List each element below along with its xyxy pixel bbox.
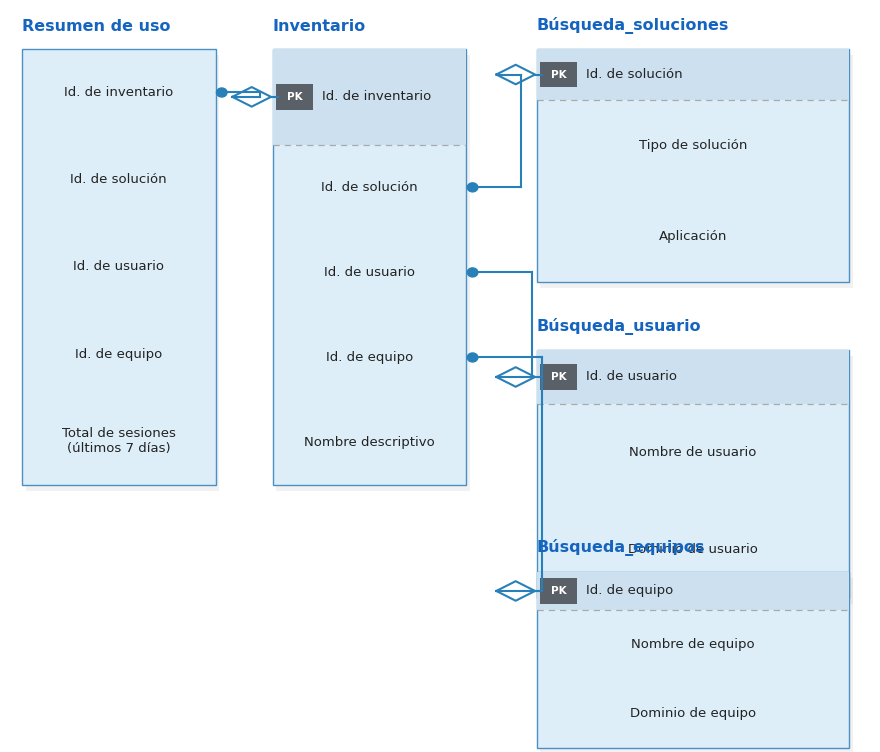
Text: Nombre de equipo: Nombre de equipo — [631, 638, 755, 651]
Circle shape — [467, 183, 478, 192]
Text: Total de sesiones
(últimos 7 días): Total de sesiones (últimos 7 días) — [62, 427, 176, 456]
Text: Id. de usuario: Id. de usuario — [586, 371, 677, 384]
FancyBboxPatch shape — [540, 62, 577, 87]
FancyBboxPatch shape — [537, 49, 849, 282]
Text: Búsqueda_soluciones: Búsqueda_soluciones — [537, 17, 730, 34]
Circle shape — [467, 268, 478, 277]
Text: Id. de solución: Id. de solución — [586, 68, 683, 81]
Circle shape — [467, 353, 478, 362]
FancyBboxPatch shape — [540, 356, 853, 604]
Text: Dominio de usuario: Dominio de usuario — [628, 543, 758, 556]
FancyBboxPatch shape — [540, 364, 577, 390]
Text: Tipo de solución: Tipo de solución — [639, 139, 747, 152]
Text: Id. de equipo: Id. de equipo — [75, 347, 163, 361]
Text: Id. de inventario: Id. de inventario — [64, 86, 173, 99]
Text: Nombre descriptivo: Nombre descriptivo — [304, 436, 435, 449]
Text: Id. de solución: Id. de solución — [70, 173, 167, 186]
FancyBboxPatch shape — [273, 49, 466, 485]
Text: Nombre de usuario: Nombre de usuario — [629, 446, 757, 459]
Text: Id. de equipo: Id. de equipo — [326, 351, 414, 364]
Text: Dominio de equipo: Dominio de equipo — [630, 708, 756, 720]
Circle shape — [216, 88, 227, 97]
Text: Id. de usuario: Id. de usuario — [324, 266, 415, 279]
Text: Id. de solución: Id. de solución — [321, 181, 418, 194]
Text: Aplicación: Aplicación — [659, 230, 727, 243]
Text: PK: PK — [551, 586, 567, 596]
FancyBboxPatch shape — [537, 350, 849, 598]
Text: PK: PK — [551, 69, 567, 80]
FancyBboxPatch shape — [276, 55, 470, 491]
Text: Id. de equipo: Id. de equipo — [586, 584, 673, 597]
FancyBboxPatch shape — [273, 49, 466, 145]
Text: PK: PK — [287, 92, 303, 102]
FancyBboxPatch shape — [276, 84, 313, 110]
FancyBboxPatch shape — [537, 572, 849, 611]
FancyBboxPatch shape — [537, 350, 849, 405]
Text: Inventario: Inventario — [273, 19, 366, 34]
FancyBboxPatch shape — [537, 49, 849, 100]
FancyBboxPatch shape — [26, 55, 219, 491]
Text: Búsqueda_usuario: Búsqueda_usuario — [537, 317, 701, 335]
FancyBboxPatch shape — [540, 578, 577, 604]
FancyBboxPatch shape — [537, 572, 849, 748]
Text: Búsqueda_equipos: Búsqueda_equipos — [537, 539, 705, 556]
FancyBboxPatch shape — [22, 49, 216, 485]
FancyBboxPatch shape — [540, 578, 853, 752]
Text: Id. de usuario: Id. de usuario — [73, 260, 165, 274]
FancyBboxPatch shape — [540, 55, 853, 288]
Text: Resumen de uso: Resumen de uso — [22, 19, 171, 34]
Text: PK: PK — [551, 372, 567, 382]
Text: Id. de inventario: Id. de inventario — [322, 90, 431, 103]
